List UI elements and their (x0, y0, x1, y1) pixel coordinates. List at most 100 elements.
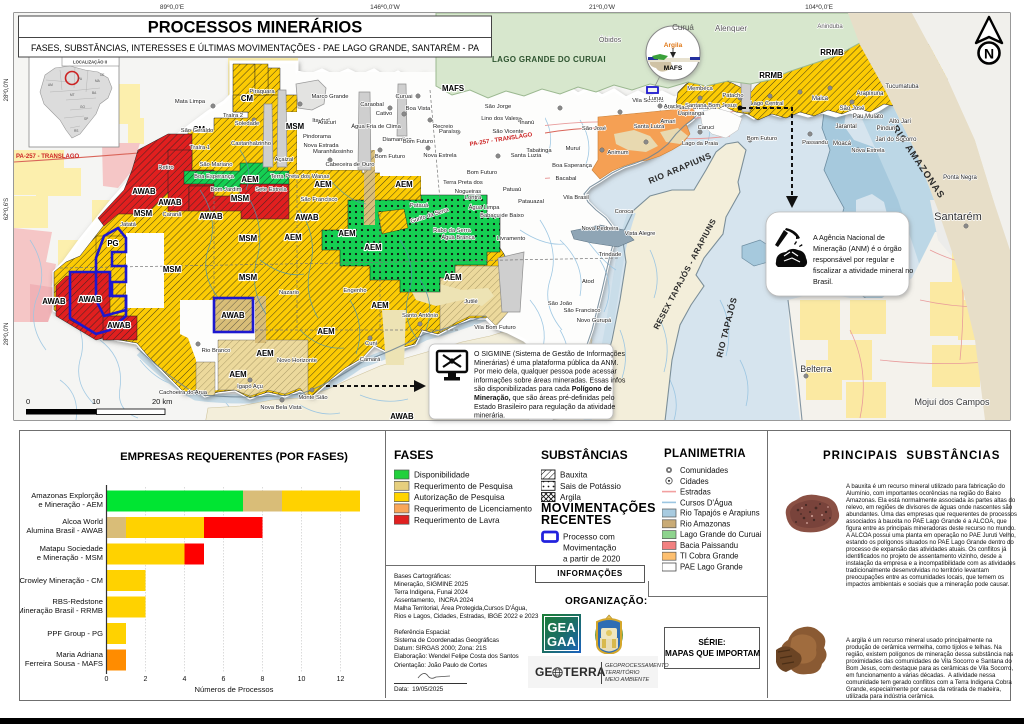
svg-text:Bacia Paissandu: Bacia Paissandu (680, 541, 738, 550)
svg-text:Itaubal: Itaubal (312, 118, 329, 124)
svg-text:Alumina Brasil - AWAB: Alumina Brasil - AWAB (26, 526, 103, 535)
svg-text:AEM: AEM (229, 370, 246, 379)
svg-text:0: 0 (26, 397, 30, 406)
svg-text:Boa Esperança: Boa Esperança (552, 163, 592, 169)
svg-text:6: 6 (222, 676, 226, 683)
svg-text:MSM: MSM (134, 209, 152, 218)
svg-text:São Vicente: São Vicente (492, 129, 523, 135)
svg-text:Cidades: Cidades (680, 477, 709, 486)
svg-text:AEM: AEM (364, 243, 381, 252)
svg-text:Patauazal: Patauazal (518, 199, 544, 205)
svg-text:RRMB: RRMB (759, 71, 783, 80)
svg-text:Retiro: Retiro (158, 165, 173, 171)
svg-text:Maria Adriana: Maria Adriana (56, 650, 104, 659)
svg-text:CE: CE (100, 73, 104, 77)
svg-text:PA-257 - TRANSLAGO: PA-257 - TRANSLAGO (16, 154, 80, 160)
svg-text:AWAB: AWAB (132, 187, 156, 196)
svg-text:104º0,0'E: 104º0,0'E (805, 4, 833, 11)
svg-text:GAA: GAA (547, 634, 577, 649)
svg-text:AEM: AEM (256, 349, 273, 358)
svg-text:Belterra: Belterra (800, 364, 832, 374)
svg-text:Cabeceira de Ouro: Cabeceira de Ouro (326, 162, 375, 168)
svg-text:AEM: AEM (284, 233, 301, 242)
svg-text:Vila Socorro: Vila Socorro (632, 98, 663, 104)
svg-text:AEM: AEM (371, 301, 388, 310)
svg-text:RS: RS (74, 129, 78, 133)
svg-text:PG: PG (107, 239, 118, 248)
svg-text:Nova Pedreira: Nova Pedreira (581, 226, 619, 232)
svg-text:Rio Branco: Rio Branco (202, 348, 231, 354)
svg-text:Matapu Sociedade: Matapu Sociedade (40, 544, 103, 553)
svg-text:21º0,0'W: 21º0,0'W (589, 4, 616, 11)
svg-text:Novo Gurupá: Novo Gurupá (577, 318, 612, 324)
svg-text:Paraíso: Paraíso (439, 129, 459, 135)
svg-text:Tucumatuba: Tucumatuba (885, 84, 919, 90)
svg-text:Novo Horizonte: Novo Horizonte (277, 358, 317, 364)
svg-text:são disponibilizadas para cada: são disponibilizadas para cada Polígono … (474, 386, 612, 393)
svg-text:Água Fria de Clima: Água Fria de Clima (351, 123, 401, 130)
svg-text:Vila Brasil: Vila Brasil (563, 195, 589, 201)
svg-text:Babaçu de Baixo: Babaçu de Baixo (480, 213, 524, 219)
svg-text:LOCALIZAÇÃO II: LOCALIZAÇÃO II (73, 60, 107, 65)
svg-text:Terra Preta dos Wanas: Terra Preta dos Wanas (270, 174, 329, 180)
svg-text:Nova Bela Vista: Nova Bela Vista (260, 405, 302, 411)
svg-text:Vila Bom Futuro: Vila Bom Futuro (474, 325, 515, 331)
svg-text:Jarantal: Jarantal (835, 124, 856, 130)
svg-text:Alto Jarí: Alto Jarí (889, 119, 911, 125)
svg-text:Argila: Argila (664, 42, 683, 49)
svg-text:São José: São José (582, 126, 606, 132)
svg-text:RBS-Redstone: RBS-Redstone (52, 597, 103, 606)
svg-text:Vista Alegre: Vista Alegre (625, 231, 656, 237)
svg-text:Jutilé: Jutilé (464, 299, 478, 305)
svg-text:Mineração Brasil - RRMB: Mineração Brasil - RRMB (20, 606, 103, 615)
svg-text:MSM: MSM (231, 194, 249, 203)
svg-text:Santarém: Santarém (934, 211, 982, 223)
svg-text:Movimentação: Movimentação (563, 544, 617, 553)
svg-text:Patacho: Patacho (722, 93, 743, 99)
svg-text:Nogueiras: Nogueiras (455, 189, 482, 195)
svg-text:62º0,6'S: 62º0,6'S (3, 198, 10, 220)
svg-text:Requerimento de Licenciamento: Requerimento de Licenciamento (414, 505, 532, 514)
svg-text:Muruí: Muruí (566, 146, 581, 152)
svg-text:Engenho: Engenho (343, 288, 366, 294)
svg-text:Aracuri: Aracuri (318, 120, 336, 126)
svg-text:Pau Mulato: Pau Mulato (853, 114, 884, 120)
svg-text:O SIGMINE (Sistema de Gestão d: O SIGMINE (Sistema de Gestão de Informaç… (474, 351, 625, 358)
svg-text:2: 2 (144, 676, 148, 683)
svg-text:Requerimento de Lavra: Requerimento de Lavra (414, 516, 500, 525)
svg-text:Argila: Argila (560, 493, 581, 502)
svg-text:Lino dos Vales: Lino dos Vales (481, 116, 519, 122)
svg-text:Patuaú: Patuaú (503, 187, 521, 193)
svg-text:MA: MA (95, 79, 101, 83)
svg-text:MSM: MSM (286, 122, 304, 131)
svg-text:Moacá: Moacá (833, 141, 852, 147)
svg-text:Piraquara: Piraquara (249, 89, 275, 95)
svg-text:N: N (984, 46, 994, 62)
svg-text:Rabo da Serra: Rabo da Serra (433, 228, 471, 234)
svg-text:Estradas: Estradas (680, 488, 711, 497)
svg-text:AWAB: AWAB (295, 213, 319, 222)
svg-text:MAFS: MAFS (442, 84, 464, 93)
svg-text:Bom Futuro: Bom Futuro (747, 136, 777, 142)
svg-text:Sais de Potássio: Sais de Potássio (560, 482, 621, 491)
svg-text:Patauá: Patauá (410, 203, 429, 209)
svg-text:Caruci: Caruci (698, 125, 715, 131)
svg-text:AWAB: AWAB (390, 412, 414, 421)
svg-text:Amari: Amari (660, 119, 675, 125)
svg-text:Santa Luiza: Santa Luiza (634, 124, 665, 130)
svg-text:Ponta Negra: Ponta Negra (943, 175, 977, 181)
svg-text:Pindorama: Pindorama (303, 134, 332, 140)
svg-text:Coroca: Coroca (615, 209, 634, 215)
svg-text:Rio Tapajós e Arapiuns: Rio Tapajós e Arapiuns (680, 509, 760, 518)
svg-text:Bauxita: Bauxita (560, 471, 588, 480)
svg-text:Marco Grande: Marco Grande (311, 94, 348, 100)
svg-text:4: 4 (183, 676, 187, 683)
svg-text:Autorização de Pesquisa: Autorização de Pesquisa (414, 493, 505, 502)
svg-text:MSM: MSM (239, 273, 257, 282)
svg-text:minerária.: minerária. (474, 413, 505, 420)
svg-text:MSM: MSM (239, 234, 257, 243)
svg-text:Uapiranga: Uapiranga (678, 111, 706, 117)
svg-text:Luruu: Luruu (649, 96, 664, 102)
svg-text:Santana Bom Jesus: Santana Bom Jesus (685, 103, 737, 109)
svg-text:Nova Estrela: Nova Estrela (851, 148, 885, 154)
